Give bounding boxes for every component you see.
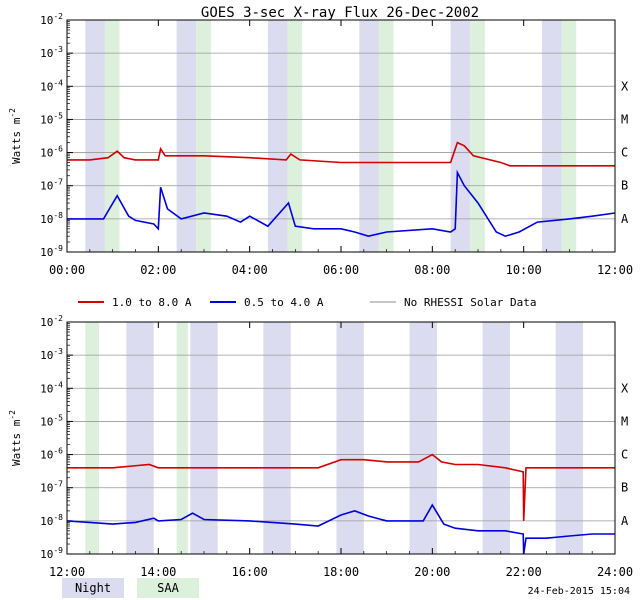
x-tick-label: 22:00 <box>506 565 542 579</box>
y-tick-label: 10-2 <box>40 314 63 329</box>
legend-label: 0.5 to 4.0 A <box>244 296 324 309</box>
night-band <box>555 322 584 554</box>
night-band <box>176 20 197 252</box>
chart-title: GOES 3-sec X-ray Flux 26-Dec-2002 <box>201 5 479 21</box>
x-tick-label: 16:00 <box>232 565 268 579</box>
flare-class-label: X <box>621 381 629 395</box>
legend-shade-label: SAA <box>157 581 179 595</box>
saa-band <box>287 20 303 252</box>
x-tick-label: 14:00 <box>140 565 176 579</box>
y-tick-label: 10-3 <box>40 45 63 60</box>
flare-class-label: X <box>621 79 629 93</box>
saa-band <box>104 20 120 252</box>
flare-class-label: C <box>621 146 628 160</box>
flare-class-label: A <box>621 514 629 528</box>
chart-panel-1: 10-9 10-8 10-7 10-6 10-5 10-4 10-3 10-2 A B C M X 00:… <box>8 12 633 277</box>
x-tick-label: 20:00 <box>414 565 450 579</box>
y-tick-label: 10-9 <box>40 244 63 259</box>
legend: 1.0 to 8.0 A 0.5 to 4.0 A No RHESSI Solar … <box>62 296 536 598</box>
night-band <box>482 322 510 554</box>
saa-band <box>85 322 99 554</box>
x-tick-label: 06:00 <box>323 263 359 277</box>
x-tick-label: 00:00 <box>49 263 85 277</box>
x-tick-label: 18:00 <box>323 565 359 579</box>
x-tick-label: 12:00 <box>597 263 633 277</box>
x-tick-label: 04:00 <box>232 263 268 277</box>
flare-class-label: M <box>621 414 628 428</box>
series-line-long <box>67 141 615 167</box>
y-tick-label: 10-9 <box>40 546 63 561</box>
y-axis-label: Watts m-2 <box>8 410 23 466</box>
series-line-long <box>67 453 615 521</box>
series-line-short <box>66 503 615 555</box>
plot-frame <box>66 321 616 555</box>
legend-shade-label: Night <box>75 581 111 595</box>
legend-shade-saa <box>137 578 199 598</box>
night-band <box>336 322 364 554</box>
y-tick-label: 10-7 <box>40 178 63 193</box>
saa-band <box>378 20 394 252</box>
y-tick-label: 10-6 <box>40 145 63 160</box>
x-tick-label: 02:00 <box>140 263 176 277</box>
footer-date: 24-Feb-2015 15:04 <box>528 586 630 597</box>
night-band <box>450 20 471 252</box>
y-tick-label: 10-5 <box>40 413 63 428</box>
y-tick-label: 10-6 <box>40 447 63 462</box>
night-band <box>409 322 437 554</box>
saa-band <box>561 20 577 252</box>
series-line-short <box>67 169 616 238</box>
x-tick-label: 24:00 <box>597 565 633 579</box>
y-tick-label: 10-3 <box>40 347 63 362</box>
night-band <box>263 322 291 554</box>
y-tick-label: 10-5 <box>40 111 63 126</box>
x-tick-label: 10:00 <box>506 263 542 277</box>
night-band <box>85 20 105 252</box>
legend-label: No RHESSI Solar Data <box>404 296 536 309</box>
legend-shade-night <box>62 578 124 598</box>
legend-label: 1.0 to 8.0 A <box>112 296 192 309</box>
y-tick-label: 10-7 <box>40 480 63 495</box>
x-tick-label: 12:00 <box>49 565 85 579</box>
plot-frame <box>66 19 616 253</box>
flare-class-label: B <box>621 179 628 193</box>
night-band <box>267 20 288 252</box>
night-band <box>359 20 379 252</box>
saa-band <box>196 20 211 252</box>
y-axis-label: Watts m-2 <box>8 108 23 164</box>
y-tick-label: 10-8 <box>40 211 63 226</box>
flare-class-label: M <box>621 112 628 126</box>
flare-class-label: A <box>621 212 629 226</box>
flare-class-label: C <box>621 448 628 462</box>
night-band <box>541 20 562 252</box>
saa-band <box>470 20 485 252</box>
night-band <box>126 322 154 554</box>
y-tick-label: 10-8 <box>40 513 63 528</box>
saa-band <box>176 322 189 554</box>
y-tick-label: 10-4 <box>40 78 63 93</box>
flare-class-label: B <box>621 481 628 495</box>
y-tick-label: 10-2 <box>40 12 63 27</box>
y-tick-label: 10-4 <box>40 380 63 395</box>
chart-panel-2: 10-9 10-8 10-7 10-6 10-5 10-4 10-3 10-2 A B C M X 12:… <box>8 314 633 579</box>
x-tick-label: 08:00 <box>414 263 450 277</box>
